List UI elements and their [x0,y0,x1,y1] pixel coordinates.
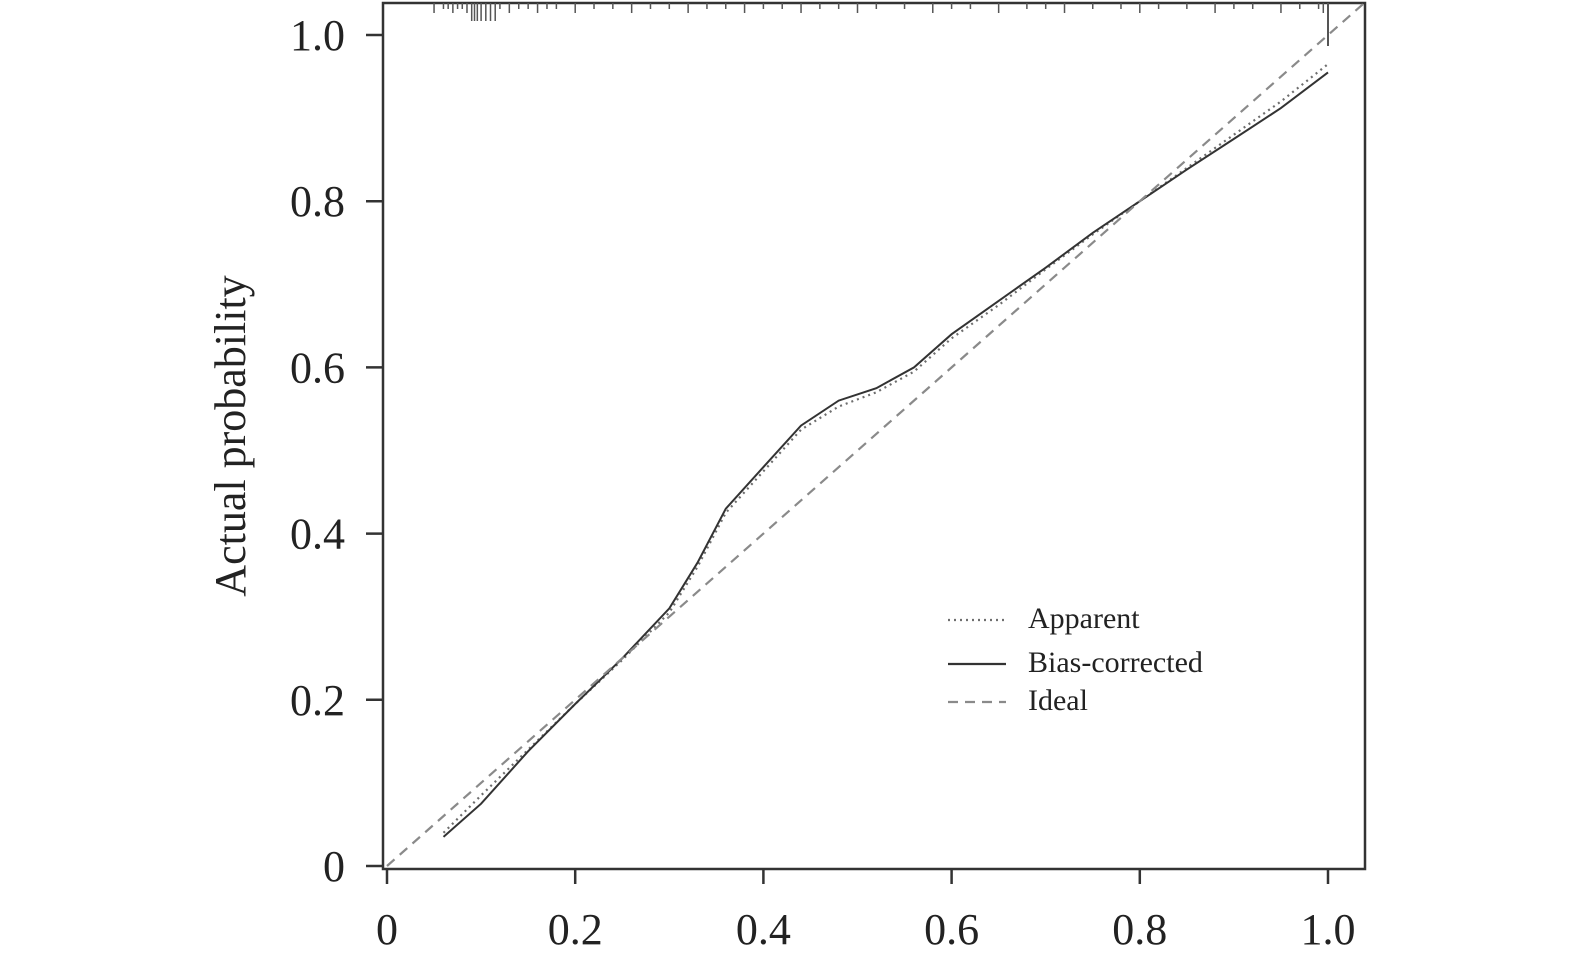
series-line-apparent [442,63,1329,834]
axes: 0 0.2 0.4 0.6 0.8 1.0 0 0.2 0.4 0.6 0.8 1.0 [290,11,1356,954]
series-line-bias-corrected [442,71,1329,838]
y-axis-label: Actual probability [206,275,255,596]
x-tick-label-2: 0.4 [736,905,791,954]
x-tick-label-3: 0.6 [924,905,979,954]
y-tick-label-5: 1.0 [290,11,345,60]
y-tick-label-1: 0.2 [290,676,345,725]
rug-marks [433,3,1329,46]
y-tick-label-2: 0.4 [290,510,345,559]
y-tick-label-0: 0 [323,842,345,891]
x-tick-label-5: 1.0 [1301,905,1356,954]
x-tick-label-1: 0.2 [548,905,603,954]
y-tick-label-4: 0.8 [290,177,345,226]
series-line-ideal [386,0,1367,867]
x-tick-label-4: 0.8 [1112,905,1167,954]
y-tick-label-3: 0.6 [290,343,345,392]
x-tick-label-0: 0 [376,905,398,954]
plot-frame [381,1,1367,871]
legend-label-0: Apparent [1028,602,1140,635]
series-lines [386,0,1367,867]
legend: Apparent Bias-corrected Ideal [948,602,1203,717]
legend-label-2: Ideal [1028,684,1088,717]
legend-label-1: Bias-corrected [1028,646,1203,679]
